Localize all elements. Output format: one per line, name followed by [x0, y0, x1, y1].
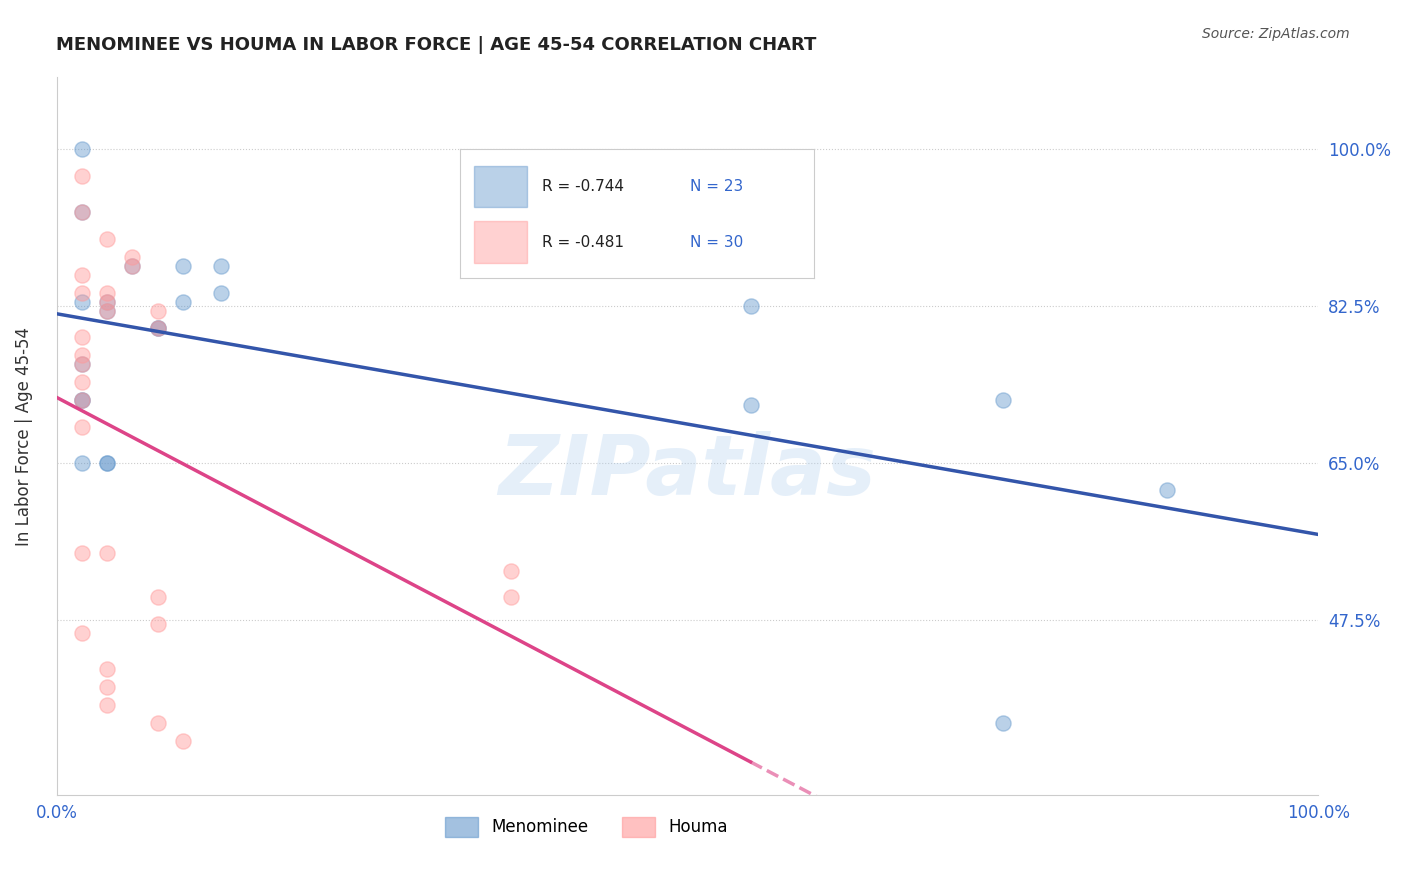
- Text: Source: ZipAtlas.com: Source: ZipAtlas.com: [1202, 27, 1350, 41]
- Point: [991, 716, 1014, 731]
- Point: [96, 456, 118, 470]
- Point: [96, 232, 118, 246]
- Point: [740, 299, 762, 313]
- Point: [146, 303, 169, 318]
- Point: [172, 259, 194, 273]
- Point: [146, 591, 169, 605]
- Point: [96, 662, 118, 676]
- Point: [121, 250, 143, 264]
- Point: [96, 294, 118, 309]
- Point: [70, 205, 93, 219]
- Point: [70, 456, 93, 470]
- Point: [70, 626, 93, 640]
- Point: [70, 142, 93, 156]
- Point: [70, 357, 93, 371]
- Point: [70, 285, 93, 300]
- Point: [70, 205, 93, 219]
- Point: [70, 294, 93, 309]
- Point: [96, 680, 118, 694]
- Point: [96, 546, 118, 560]
- Point: [146, 321, 169, 335]
- Point: [70, 348, 93, 362]
- Point: [146, 617, 169, 632]
- Point: [70, 169, 93, 183]
- Point: [70, 420, 93, 434]
- Point: [146, 321, 169, 335]
- Text: ZIPatlas: ZIPatlas: [499, 432, 876, 512]
- Point: [172, 294, 194, 309]
- Point: [499, 564, 522, 578]
- Point: [172, 734, 194, 748]
- Legend: Menominee, Houma: Menominee, Houma: [439, 810, 735, 844]
- Point: [70, 357, 93, 371]
- Point: [499, 591, 522, 605]
- Point: [70, 393, 93, 408]
- Point: [96, 698, 118, 712]
- Point: [991, 393, 1014, 408]
- Point: [209, 285, 232, 300]
- Y-axis label: In Labor Force | Age 45-54: In Labor Force | Age 45-54: [15, 326, 32, 546]
- Point: [96, 285, 118, 300]
- Point: [121, 259, 143, 273]
- Point: [70, 393, 93, 408]
- Text: MENOMINEE VS HOUMA IN LABOR FORCE | AGE 45-54 CORRELATION CHART: MENOMINEE VS HOUMA IN LABOR FORCE | AGE …: [56, 36, 817, 54]
- Point: [70, 330, 93, 344]
- Point: [96, 456, 118, 470]
- Point: [70, 268, 93, 282]
- Point: [1156, 483, 1178, 497]
- Point: [740, 398, 762, 412]
- Point: [96, 294, 118, 309]
- Point: [209, 259, 232, 273]
- Point: [70, 546, 93, 560]
- Point: [96, 303, 118, 318]
- Point: [70, 376, 93, 390]
- Point: [146, 716, 169, 731]
- Point: [146, 321, 169, 335]
- Point: [96, 303, 118, 318]
- Point: [121, 259, 143, 273]
- Point: [70, 393, 93, 408]
